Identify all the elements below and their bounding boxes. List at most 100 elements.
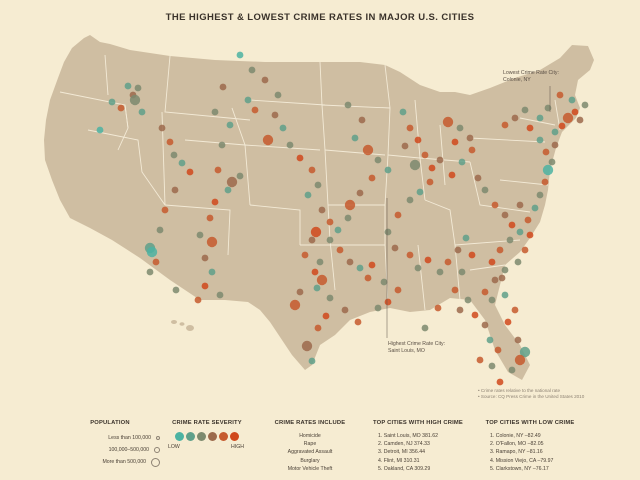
city-marker [296,288,304,296]
city-marker [521,106,529,114]
high-crime-city: 2. Camden, NJ 374.33 [378,441,430,448]
city-marker [551,128,559,136]
city-marker [206,236,218,248]
city-marker [211,108,219,116]
city-marker [326,294,334,302]
top-low-crime-list: TOP CITIES WITH LOW CRIME 1. Colonie, NY… [478,420,582,473]
city-marker [448,171,456,179]
city-marker [214,166,222,174]
city-marker [236,51,244,59]
city-marker [516,201,524,209]
severity-high-label: HIGH [231,444,244,450]
city-marker [494,346,502,354]
city-marker [316,258,324,266]
city-marker [424,256,432,264]
city-marker [458,268,466,276]
population-item: More than 500,000 [60,456,160,468]
city-marker [558,122,566,130]
severity-dot [230,432,239,441]
city-marker [521,246,529,254]
hawaii [171,320,194,331]
city-marker [391,244,399,252]
city-marker [421,151,429,159]
severity-low-label: LOW [168,444,180,450]
city-marker [362,144,374,156]
city-marker [498,274,506,282]
city-marker [356,189,364,197]
city-marker [434,304,442,312]
city-marker [394,211,402,219]
crime-type-item: Motor Vehicle Theft [287,465,333,472]
city-marker [504,318,512,326]
city-marker [464,296,472,304]
city-marker [351,134,359,142]
city-marker [336,246,344,254]
city-marker [456,306,464,314]
city-marker [481,288,489,296]
severity-dot [219,432,228,441]
city-marker [486,336,494,344]
city-marker [544,104,552,112]
city-marker [384,166,392,174]
city-marker [491,201,499,209]
city-marker [548,158,556,166]
city-marker [310,226,322,238]
city-marker [491,276,499,284]
high-crime-city: 4. Flint, MI 310.31 [378,457,420,464]
city-marker [531,204,539,212]
city-marker [501,291,509,299]
city-marker [421,324,429,332]
city-marker [344,199,356,211]
severity-dot [208,432,217,441]
city-marker [124,82,132,90]
city-marker [401,142,409,150]
low-crime-city: 1. Colonie, NY –82.49 [490,433,541,439]
city-marker [488,296,496,304]
city-marker [384,228,392,236]
city-markers [96,51,589,386]
city-marker [481,321,489,329]
city-marker [468,251,476,259]
city-marker [161,206,169,214]
circle-medium-icon [154,447,160,453]
city-marker [313,284,321,292]
city-marker [152,258,160,266]
city-marker [471,311,479,319]
city-marker [279,124,287,132]
city-marker [428,164,436,172]
city-marker [344,214,352,222]
city-marker [311,268,319,276]
crime-type-item: Homicide [299,433,321,439]
state-boundaries [59,54,561,311]
city-marker [194,296,202,304]
city-marker [562,112,574,124]
city-marker [514,354,526,366]
city-marker [318,206,326,214]
us-landmass [44,35,594,380]
city-marker [488,362,496,370]
city-marker [501,266,509,274]
city-marker [451,286,459,294]
city-marker [506,236,514,244]
city-marker [511,306,519,314]
source-notes: • Crime rates relative to the national r… [478,388,585,399]
city-marker [516,228,524,236]
city-marker [344,101,352,109]
city-marker [456,124,464,132]
high-crime-city: 5. Oakland, CA 309.29 [378,465,431,472]
city-marker [201,282,209,290]
city-marker [208,268,216,276]
city-marker [166,138,174,146]
city-marker [368,174,376,182]
city-marker [488,258,496,266]
city-marker [551,141,559,149]
crime-types-legend: CRIME RATES INCLUDE Homicide Rape Aggrav… [262,420,358,473]
city-marker [414,136,422,144]
low-crime-city: 3. Ramapo, NY –81.16 [490,449,543,456]
highest-crime-annotation: Highest Crime Rate City: Saint Louis, MO [388,341,446,354]
city-marker [354,318,362,326]
city-marker [156,226,164,234]
city-marker [218,141,226,149]
population-item: Less than 100,000 [60,432,160,444]
